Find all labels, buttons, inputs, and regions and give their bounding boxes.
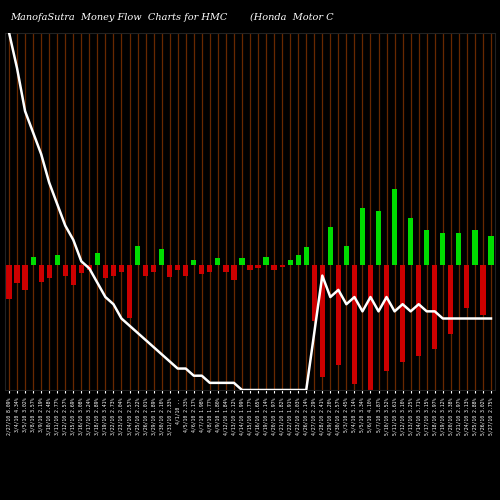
Bar	[38, 264, 44, 282]
Text: (Honda  Motor C: (Honda Motor C	[250, 12, 334, 22]
Bar	[6, 264, 12, 299]
Bar	[46, 264, 52, 278]
Bar	[135, 246, 140, 264]
Bar	[264, 257, 268, 264]
Bar	[376, 211, 381, 264]
Bar	[159, 249, 164, 264]
Bar	[288, 260, 293, 264]
Bar	[143, 264, 148, 276]
Bar	[328, 227, 333, 264]
Bar	[54, 255, 60, 264]
Bar	[368, 264, 373, 390]
Bar	[456, 233, 462, 264]
Bar	[70, 264, 76, 284]
Bar	[424, 230, 430, 264]
Bar	[151, 264, 156, 272]
Bar	[207, 264, 212, 272]
Bar	[448, 264, 454, 334]
Bar	[240, 258, 244, 264]
Bar	[199, 264, 204, 274]
Text: ManofaSutra  Money Flow  Charts for HMC: ManofaSutra Money Flow Charts for HMC	[10, 12, 228, 22]
Bar	[95, 254, 100, 264]
Bar	[304, 247, 309, 264]
Bar	[416, 264, 422, 356]
Bar	[472, 230, 478, 264]
Bar	[248, 264, 252, 270]
Bar	[480, 264, 486, 314]
Bar	[488, 236, 494, 264]
Bar	[408, 218, 414, 264]
Bar	[216, 258, 220, 264]
Bar	[400, 264, 405, 362]
Bar	[191, 260, 196, 264]
Bar	[384, 264, 389, 371]
Bar	[440, 233, 446, 264]
Bar	[320, 264, 325, 378]
Bar	[296, 255, 301, 264]
Bar	[22, 264, 28, 289]
Bar	[344, 246, 349, 264]
Bar	[62, 264, 68, 276]
Bar	[280, 264, 284, 267]
Bar	[167, 264, 172, 277]
Bar	[464, 264, 469, 308]
Bar	[14, 264, 20, 283]
Bar	[119, 264, 124, 272]
Bar	[232, 264, 236, 280]
Bar	[224, 264, 228, 272]
Bar	[312, 264, 317, 321]
Bar	[86, 264, 92, 270]
Bar	[111, 264, 116, 276]
Bar	[336, 264, 341, 365]
Bar	[78, 264, 84, 274]
Bar	[432, 264, 438, 349]
Bar	[127, 264, 132, 318]
Bar	[256, 264, 260, 268]
Bar	[272, 264, 276, 270]
Bar	[360, 208, 365, 264]
Bar	[103, 264, 108, 278]
Bar	[30, 257, 36, 264]
Bar	[392, 190, 397, 264]
Bar	[175, 264, 180, 270]
Bar	[352, 264, 357, 384]
Bar	[183, 264, 188, 276]
